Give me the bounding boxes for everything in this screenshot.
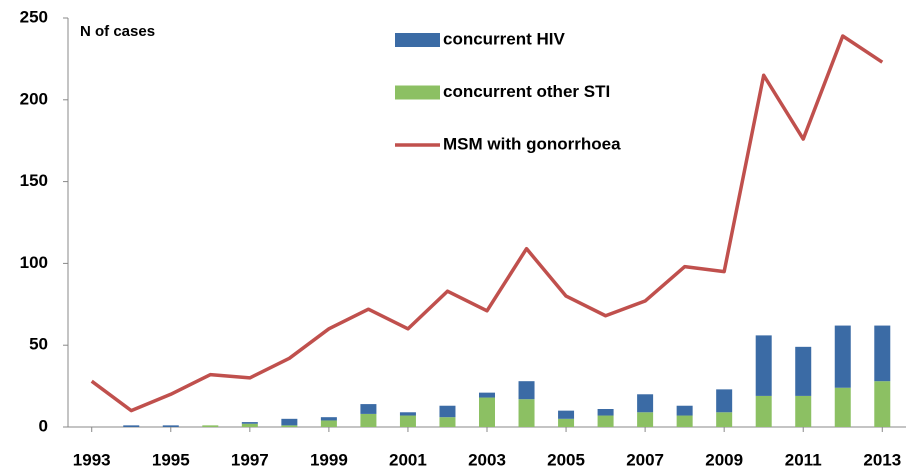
y-tick-label: 150 xyxy=(20,171,48,190)
bar xyxy=(874,381,891,427)
x-tick-label: 2007 xyxy=(626,450,664,469)
y-tick-label: 100 xyxy=(20,253,48,272)
x-tick-label: 2003 xyxy=(468,450,506,469)
bar xyxy=(123,425,140,427)
bar xyxy=(479,397,495,427)
bar xyxy=(518,381,535,400)
bar xyxy=(162,425,179,427)
bar xyxy=(518,399,535,427)
bar xyxy=(558,418,575,427)
y-tick-label: 250 xyxy=(20,7,48,26)
x-tick-label: 2013 xyxy=(863,450,901,469)
y-tick-label: 50 xyxy=(29,335,48,354)
bar xyxy=(320,420,337,427)
bar xyxy=(755,335,772,396)
x-tick-label: 2009 xyxy=(705,450,743,469)
legend-label: concurrent other STI xyxy=(443,82,610,101)
bar xyxy=(795,346,812,396)
bar xyxy=(676,415,693,427)
bar xyxy=(360,413,377,427)
bar xyxy=(637,394,654,413)
bar xyxy=(479,392,495,398)
bar xyxy=(320,417,337,421)
x-tick-label: 1999 xyxy=(310,450,348,469)
bar xyxy=(795,395,812,427)
x-tick-label: 2005 xyxy=(547,450,585,469)
bar xyxy=(360,404,377,414)
legend-label: MSM with gonorrhoea xyxy=(443,134,621,153)
bar xyxy=(597,409,614,416)
bar xyxy=(716,412,733,427)
bar xyxy=(834,387,851,427)
bar xyxy=(399,415,416,427)
x-tick-label: 1995 xyxy=(152,450,190,469)
bar xyxy=(558,410,575,419)
bar xyxy=(439,417,456,427)
bar xyxy=(241,423,258,427)
bar xyxy=(716,389,733,413)
bar xyxy=(281,418,298,426)
y-tick-label: 0 xyxy=(39,416,48,435)
bar xyxy=(874,325,891,382)
line xyxy=(90,34,884,413)
y-tick-label: 200 xyxy=(20,89,48,108)
x-tick-label: 2011 xyxy=(785,450,822,469)
legend-swatch xyxy=(395,33,440,47)
x-tick-label: 1997 xyxy=(231,450,269,469)
legend-swatch xyxy=(395,85,440,100)
annotation: N of cases xyxy=(80,23,155,40)
bar xyxy=(676,405,693,416)
bar xyxy=(281,425,298,427)
legend-label: concurrent HIV xyxy=(443,29,566,48)
bar xyxy=(755,395,772,427)
bar xyxy=(241,422,258,424)
bar xyxy=(439,405,456,418)
bar xyxy=(637,412,654,427)
bar xyxy=(597,415,614,427)
bar xyxy=(834,325,851,388)
bar xyxy=(202,425,219,427)
bar xyxy=(399,412,416,416)
x-tick-label: 1993 xyxy=(73,450,111,469)
x-tick-label: 2001 xyxy=(389,450,427,469)
